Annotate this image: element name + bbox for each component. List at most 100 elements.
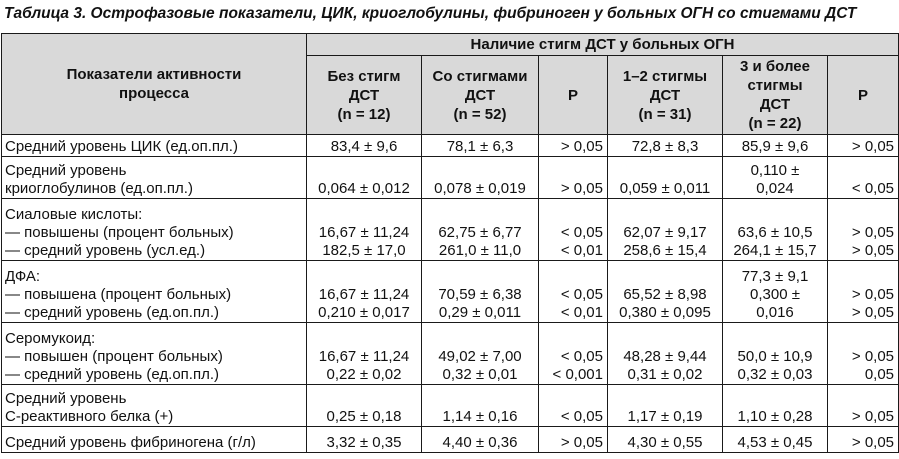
- cell-line: 78,1 ± 6,3: [446, 138, 514, 155]
- cell-with-stigma: 70,59 ± 6,38 0,29 ± 0,011: [421, 260, 539, 323]
- cell-with-stigma: 1,14 ± 0,16: [421, 384, 539, 427]
- cell-line: > 0,05: [851, 138, 895, 155]
- cell-line: 1,10 ± 0,28: [737, 408, 813, 425]
- cell-line: 3,32 ± 0,35: [326, 434, 402, 451]
- cell-line: > 0,05: [851, 304, 895, 321]
- cell-line: 0,059 ± 0,011: [619, 180, 711, 197]
- cell-no-stigma: 16,67 ± 11,24 182,5 ± 17,0: [306, 198, 422, 261]
- cell-1-2-stigma: 0,059 ± 0,011: [607, 156, 723, 199]
- cell-line: — повышены (процент больных): [5, 224, 234, 241]
- cell-1-2-stigma: 72,8 ± 8,3: [607, 134, 723, 157]
- cell-line: 0,25 ± 0,18: [326, 408, 402, 425]
- cell-line: > 0,05: [851, 408, 895, 425]
- cell-line: Средний уровень фибриногена (г/л): [5, 434, 256, 451]
- cell-line: 0,31 ± 0,02: [627, 366, 703, 383]
- cell-line: 62,75 ± 6,77: [438, 224, 522, 241]
- header-group: Наличие стигм ДСТ у больных ОГН: [305, 33, 899, 56]
- cell-line: 48,28 ± 9,44: [623, 348, 707, 365]
- cell-line: 264,1 ± 15,7: [733, 242, 817, 259]
- cell-parameter: ДФА: — повышена (процент больных) — средни…: [1, 260, 307, 323]
- cell-line: Средний уровень ЦИК (ед.оп.пл.): [5, 138, 238, 155]
- cell-line: 0,300 ±: [750, 286, 800, 303]
- cell-line: Средний уровень: [5, 162, 127, 179]
- cell-line: > 0,05: [851, 286, 895, 303]
- cell-p1: < 0,05 < 0,01: [538, 260, 608, 323]
- header-row-group: Показатели активности процесса Наличие с…: [1, 33, 899, 135]
- cell-line: 65,52 ± 8,98: [623, 286, 707, 303]
- cell-p1: > 0,05: [538, 156, 608, 199]
- cell-with-stigma: 78,1 ± 6,3: [421, 134, 539, 157]
- cell-line: 62,07 ± 9,17: [623, 224, 707, 241]
- cell-line: 77,3 ± 9,1: [741, 268, 809, 285]
- cell-line: 258,6 ± 15,4: [623, 242, 707, 259]
- cell-line: < 0,05: [851, 180, 895, 197]
- cell-parameter: Средний уровень ЦИК (ед.оп.пл.): [1, 134, 307, 157]
- cell-line: — повышен (процент больных): [5, 348, 223, 365]
- cell-line: < 0,01: [560, 242, 603, 259]
- cell-1-2-stigma: 65,52 ± 8,98 0,380 ± 0,095: [607, 260, 723, 323]
- header-row-cols: Без стигм ДСТ (n = 12) Со стигмами ДСТ (…: [2, 55, 899, 135]
- cell-no-stigma: 0,25 ± 0,18: [306, 384, 422, 427]
- table-row: Серомукоид: — повышен (процент больных) — …: [1, 322, 899, 385]
- cell-3-plus-stigma: 77,3 ± 9,1 0,300 ±0,016: [722, 260, 828, 323]
- cell-line: Средний уровень: [5, 390, 127, 407]
- cell-line: > 0,05: [560, 434, 603, 451]
- cell-line: < 0,05: [560, 348, 603, 365]
- cell-line: < 0,01: [560, 304, 603, 321]
- cell-with-stigma: 62,75 ± 6,77 261,0 ± 11,0: [421, 198, 539, 261]
- cell-line: 0,024: [756, 180, 794, 197]
- cell-line: — средний уровень (ед.оп.пл.): [5, 304, 220, 321]
- cell-line: 182,5 ± 17,0: [322, 242, 406, 259]
- cell-no-stigma: 0,064 ± 0,012: [306, 156, 422, 199]
- cell-line: 85,9 ± 9,6: [741, 138, 809, 155]
- cell-line: 0,064 ± 0,012: [318, 180, 410, 197]
- table-row: ДФА: — повышена (процент больных) — средни…: [1, 260, 899, 323]
- cell-no-stigma: 16,67 ± 11,24 0,210 ± 0,017: [306, 260, 422, 323]
- cell-line: > 0,05: [560, 180, 603, 197]
- cell-no-stigma: 83,4 ± 9,6: [306, 134, 422, 157]
- cell-line: 72,8 ± 8,3: [631, 138, 699, 155]
- table-body: Средний уровень ЦИК (ед.оп.пл.) 83,4 ± 9,…: [1, 134, 899, 453]
- cell-line: > 0,05: [851, 224, 895, 241]
- cell-line: < 0,05: [560, 408, 603, 425]
- cell-1-2-stigma: 4,30 ± 0,55: [607, 426, 723, 453]
- cell-line: — средний уровень (ед.оп.пл.): [5, 366, 220, 383]
- cell-line: 0,32 ± 0,03: [737, 366, 813, 383]
- cell-line: < 0,001: [552, 366, 603, 383]
- table-row: Средний уровень С-реактивного белка (+) 0,…: [1, 384, 899, 427]
- cell-with-stigma: 4,40 ± 0,36: [421, 426, 539, 453]
- cell-line: 1,17 ± 0,19: [627, 408, 703, 425]
- cell-line: 16,67 ± 11,24: [318, 224, 410, 241]
- header-col-1-2-stigma: 1–2 стигмы ДСТ (n = 31): [607, 55, 723, 135]
- cell-line: 49,02 ± 7,00: [438, 348, 522, 365]
- cell-line: С-реактивного белка (+): [5, 408, 174, 425]
- cell-line: криоглобулинов (ед.оп.пл.): [5, 180, 193, 197]
- header-col-p1: Р: [538, 55, 608, 135]
- cell-line: > 0,05: [560, 138, 603, 155]
- cell-p1: > 0,05: [538, 134, 608, 157]
- cell-line: 4,30 ± 0,55: [627, 434, 703, 451]
- cell-3-plus-stigma: 85,9 ± 9,6: [722, 134, 828, 157]
- cell-line: 0,05: [864, 366, 895, 383]
- cell-p1: < 0,05 < 0,01: [538, 198, 608, 261]
- cell-parameter: Средний уровень фибриногена (г/л): [1, 426, 307, 453]
- cell-line: ДФА:: [5, 268, 41, 285]
- cell-line: 0,380 ± 0,095: [619, 304, 711, 321]
- header-col-p2: Р: [826, 55, 899, 135]
- table-row: Средний уровень криоглобулинов (ед.оп.пл.…: [1, 156, 899, 199]
- cell-line: 0,016: [756, 304, 794, 321]
- cell-3-plus-stigma: 1,10 ± 0,28: [722, 384, 828, 427]
- cell-p2: > 0,05: [826, 384, 899, 427]
- cell-p2: > 0,05 > 0,05: [826, 198, 899, 261]
- cell-line: 0,32 ± 0,01: [442, 366, 518, 383]
- table-caption: Таблица 3. Острофазовые показатели, ЦИК,…: [4, 5, 857, 22]
- cell-p1: < 0,05 < 0,001: [538, 322, 608, 385]
- cell-p2: > 0,05 > 0,05: [826, 260, 899, 323]
- cell-line: — повышена (процент больных): [5, 286, 232, 303]
- cell-line: 63,6 ± 10,5: [737, 224, 813, 241]
- cell-3-plus-stigma: 0,110 ±0,024: [722, 156, 828, 199]
- cell-line: 261,0 ± 11,0: [438, 242, 522, 259]
- cell-1-2-stigma: 48,28 ± 9,44 0,31 ± 0,02: [607, 322, 723, 385]
- cell-line: 0,22 ± 0,02: [326, 366, 402, 383]
- data-table: Показатели активности процесса Наличие с…: [1, 33, 899, 453]
